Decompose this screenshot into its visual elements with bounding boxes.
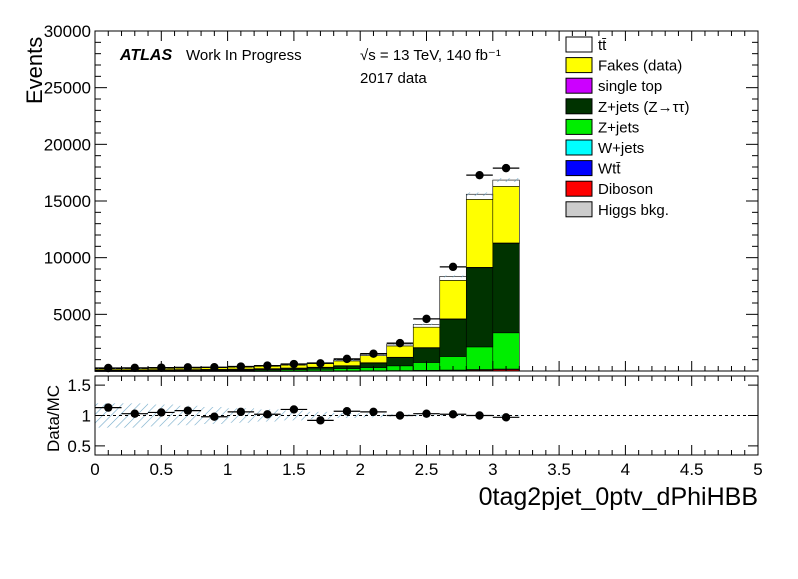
ratio-y-tick-label: 1 <box>82 407 91 426</box>
legend-label-higgs: Higgs bkg. <box>598 202 669 219</box>
ratio-uncertainty-bin-8 <box>307 411 334 420</box>
x-tick-label: 3.5 <box>547 460 571 479</box>
bar-zjets_tautau-12 <box>412 347 441 363</box>
bar-zjets_tautau-15 <box>492 242 520 334</box>
legend-swatch-wt <box>565 160 593 177</box>
data-point-8 <box>316 359 325 368</box>
legend-label-zjets_tautau: Z+jets (Z→ττ) <box>598 99 689 116</box>
data-point-13 <box>448 262 458 272</box>
ratio-x-axis: 0 0.5 1 1.5 2 2.5 3 3.5 4 4.5 5 <box>90 376 763 479</box>
bar-fakes-12 <box>412 326 441 348</box>
ratio-point-6 <box>263 410 272 419</box>
status-label: Work In Progress <box>186 47 302 64</box>
ratio-point-12 <box>422 409 431 418</box>
ratio-y-axis: 0.5 1 1.5 <box>67 376 758 456</box>
ratio-point-14 <box>475 411 484 420</box>
legend-label-diboson: Diboson <box>598 181 653 198</box>
legend-label-fakes: Fakes (data) <box>598 58 682 75</box>
bar-fakes-11 <box>386 345 414 358</box>
uncertainty-bin-13 <box>439 275 467 278</box>
x-tick-label: 4 <box>621 460 630 479</box>
legend-swatch-wjets <box>565 139 593 156</box>
ratio-point-2 <box>157 408 166 417</box>
x-tick-label: 2 <box>355 460 364 479</box>
bar-zjets-15 <box>492 332 520 370</box>
ratio-y-axis-title: Data/MC <box>44 385 63 452</box>
bar-fakes-15 <box>492 186 520 244</box>
energy-lumi-label: √s = 13 TeV, 140 fb⁻¹ <box>360 47 501 64</box>
ratio-point-1 <box>130 409 139 418</box>
x-tick-label: 1 <box>223 460 232 479</box>
y-tick-label: 20000 <box>44 135 91 154</box>
legend: tt̄ Fakes (data) single top Z+jets (Z→ττ) Z+… <box>565 36 689 219</box>
main-plot-area: 5000 10000 15000 20000 25000 30000 <box>44 22 759 373</box>
atlas-label: ATLAS <box>119 47 172 64</box>
data-point-12 <box>422 314 431 324</box>
ratio-point-9 <box>342 407 352 416</box>
y-tick-label: 30000 <box>44 22 91 41</box>
legend-swatch-zjets <box>565 118 593 135</box>
ratio-point-0 <box>104 403 113 412</box>
legend-swatch-singletop <box>565 77 593 94</box>
data-point-11 <box>395 338 405 348</box>
uncertainty-bin-15 <box>492 178 520 182</box>
data-point-15 <box>501 163 511 173</box>
y-tick-label: 25000 <box>44 79 91 98</box>
ratio-y-tick-label: 0.5 <box>67 437 91 456</box>
x-axis-title: 0tag2pjet_0ptv_dPhiHBB <box>479 483 758 511</box>
bar-zjets_tautau-11 <box>386 357 414 367</box>
ratio-point-5 <box>236 407 246 417</box>
x-tick-label: 5 <box>753 460 762 479</box>
data-point-9 <box>342 354 352 364</box>
bar-fakes-14 <box>465 199 494 268</box>
ratio-point-10 <box>369 407 378 417</box>
legend-label-wjets: W+jets <box>598 140 644 157</box>
x-tick-label: 3 <box>488 460 497 479</box>
data-point-14 <box>475 170 484 180</box>
ratio-point-8 <box>316 416 325 425</box>
y-tick-label: 5000 <box>53 305 91 324</box>
main-y-axis: 5000 10000 15000 20000 25000 30000 <box>44 22 758 361</box>
y-axis-title: Events <box>22 37 47 104</box>
y-tick-label: 15000 <box>44 192 91 211</box>
bar-zjets_tautau-14 <box>465 267 494 348</box>
x-tick-label: 2.5 <box>415 460 439 479</box>
data-point-6 <box>263 361 272 370</box>
ratio-point-3 <box>183 406 193 415</box>
ratio-point-4 <box>210 412 219 421</box>
dataset-label: 2017 data <box>360 70 427 87</box>
legend-swatch-zjets_tautau <box>565 98 593 115</box>
legend-label-zjets: Z+jets <box>598 119 639 136</box>
legend-swatch-diboson <box>565 180 593 197</box>
ratio-y-tick-label: 1.5 <box>67 376 91 395</box>
ratio-points <box>95 403 520 425</box>
legend-label-wt: Wtt̄ <box>598 161 621 178</box>
main-x-axis <box>94 31 759 371</box>
ratio-plot-area: 0.5 1 1.5 0 0.5 1 1.5 2 2.5 3 3.5 4 4.5 5 <box>67 375 763 479</box>
legend-swatch-fakes <box>565 57 593 74</box>
uncertainty-bin-12 <box>413 323 440 326</box>
x-tick-label: 4.5 <box>680 460 704 479</box>
legend-label-ttbar: tt̄ <box>598 37 607 54</box>
ratio-point-13 <box>448 410 458 419</box>
y-tick-label: 10000 <box>44 249 91 268</box>
bar-zjets_tautau-13 <box>439 318 467 357</box>
x-tick-label: 0 <box>90 460 99 479</box>
legend-swatch-ttbar <box>565 36 593 53</box>
ratio-point-7 <box>289 405 299 414</box>
bar-fakes-13 <box>439 280 467 320</box>
data-point-10 <box>369 349 378 358</box>
uncertainty-bin-14 <box>466 192 493 196</box>
ratio-point-11 <box>395 411 405 420</box>
ratio-uncertainty-bin-9 <box>333 413 361 418</box>
x-tick-label: 0.5 <box>149 460 173 479</box>
legend-swatch-higgs <box>565 201 593 218</box>
ratio-point-15 <box>501 413 511 422</box>
legend-label-singletop: single top <box>598 78 662 95</box>
x-tick-label: 1.5 <box>282 460 306 479</box>
